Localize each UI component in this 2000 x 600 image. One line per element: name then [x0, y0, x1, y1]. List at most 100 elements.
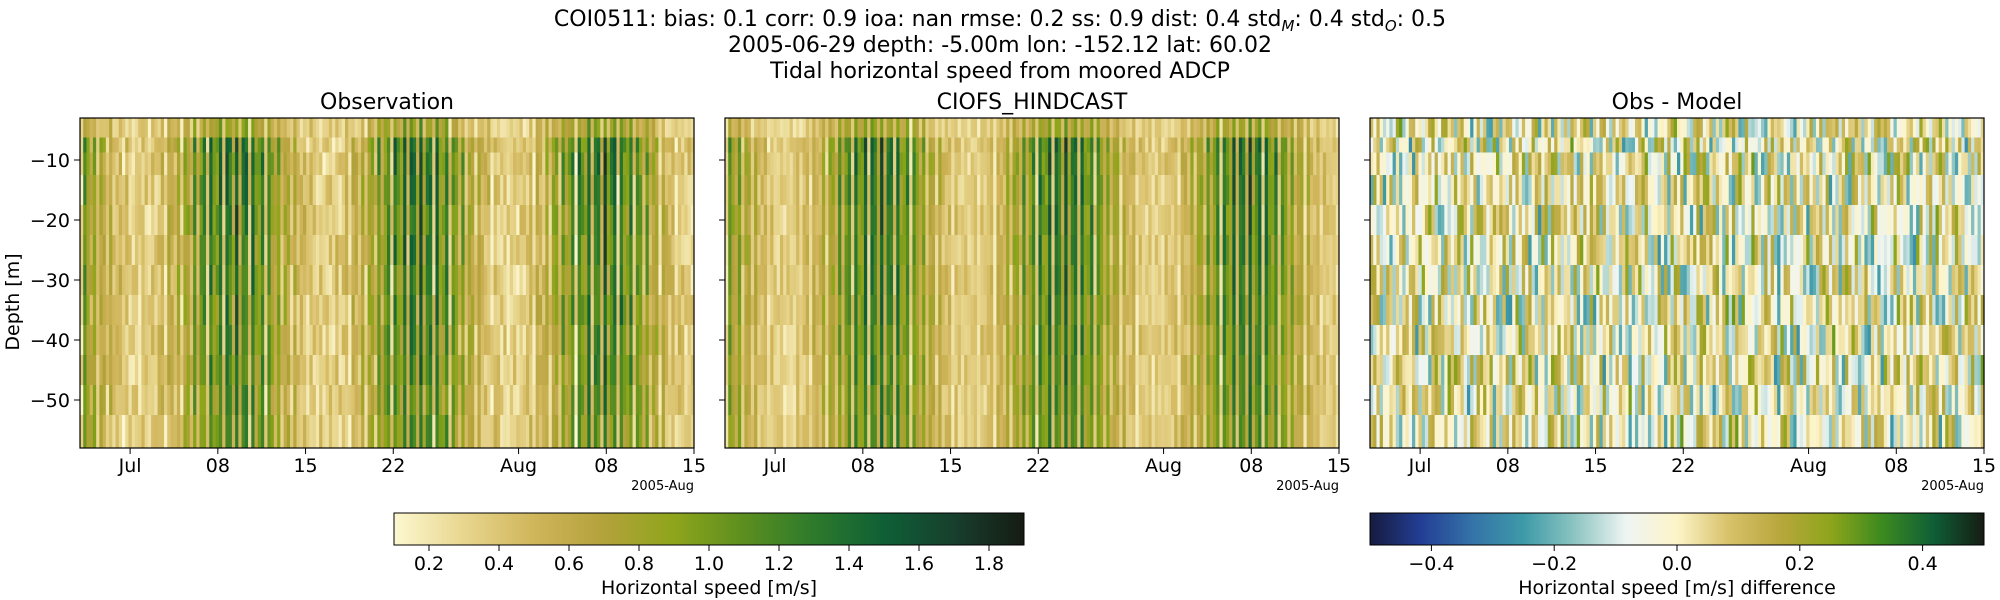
heatmap-cell — [535, 175, 540, 206]
heatmap-cell — [902, 175, 907, 206]
heatmap-cell — [577, 205, 582, 236]
heatmap-cell — [1002, 175, 1007, 206]
heatmap-cell — [80, 175, 84, 206]
heatmap-cell — [1290, 235, 1295, 266]
heatmap-cell — [260, 385, 265, 416]
heatmap-cell — [422, 355, 427, 386]
heatmap-cell — [315, 235, 320, 266]
heatmap-cell — [1061, 415, 1065, 449]
heatmap-cell — [302, 325, 307, 356]
heatmap-cell — [902, 137, 907, 153]
heatmap-cell — [1174, 265, 1179, 296]
heatmap-cell — [403, 295, 407, 326]
heatmap-cell — [186, 415, 191, 449]
heatmap-cell — [863, 205, 868, 236]
heatmap-cell — [973, 205, 978, 236]
heatmap-cell — [532, 175, 537, 206]
heatmap-cell — [818, 137, 823, 153]
heatmap-cell — [1229, 118, 1233, 138]
heatmap-cell — [454, 175, 459, 206]
heatmap-cell — [1447, 118, 1452, 138]
heatmap-cell — [577, 137, 582, 153]
heatmap-cell — [542, 137, 546, 153]
heatmap-cell — [645, 235, 650, 266]
heatmap-cell — [296, 385, 301, 416]
heatmap-cell — [674, 385, 679, 416]
heatmap-cell — [1300, 355, 1305, 386]
heatmap-cell — [396, 175, 401, 206]
heatmap-cell — [1326, 137, 1330, 153]
heatmap-cell — [1229, 175, 1233, 206]
heatmap-cell — [1370, 175, 1374, 206]
heatmap-cell — [645, 325, 650, 356]
heatmap-cell — [622, 325, 627, 356]
heatmap-cell — [134, 325, 139, 356]
heatmap-cell — [1424, 235, 1429, 266]
heatmap-cell — [980, 118, 985, 138]
heatmap-cell — [322, 355, 327, 386]
heatmap-cell — [1222, 325, 1227, 356]
heatmap-cell — [312, 152, 317, 176]
heatmap-cell — [760, 235, 765, 266]
heatmap-cell — [725, 175, 729, 206]
heatmap-cell — [613, 137, 618, 153]
heatmap-cell — [796, 355, 800, 386]
heatmap-cell — [215, 295, 220, 326]
heatmap-cell — [1225, 265, 1230, 296]
heatmap-cell — [474, 415, 479, 449]
heatmap-cell — [361, 205, 365, 236]
heatmap-cell — [112, 235, 117, 266]
heatmap-cell — [374, 355, 378, 386]
heatmap-cell — [792, 118, 797, 138]
heatmap-cell — [812, 137, 817, 153]
heatmap-cell — [773, 137, 778, 153]
heatmap-cell — [734, 295, 739, 326]
heatmap-cell — [441, 325, 446, 356]
heatmap-cell — [122, 355, 126, 386]
heatmap-cell — [483, 118, 488, 138]
heatmap-cell — [1167, 355, 1172, 386]
heatmap-cell — [1083, 415, 1088, 449]
heatmap-cell — [471, 415, 475, 449]
heatmap-cell — [341, 265, 346, 296]
heatmap-cell — [209, 325, 214, 356]
heatmap-cell — [1099, 175, 1104, 206]
heatmap-cell — [248, 415, 252, 449]
heatmap-cell — [1183, 235, 1188, 266]
heatmap-cell — [1200, 415, 1204, 449]
heatmap-cell — [131, 325, 136, 356]
heatmap-cell — [1431, 265, 1436, 296]
heatmap-cell — [1015, 205, 1020, 236]
heatmap-cell — [154, 325, 159, 356]
heatmap-cell — [648, 415, 653, 449]
heatmap-cell — [1290, 118, 1295, 138]
heatmap-cell — [1332, 137, 1337, 153]
heatmap-cell — [196, 175, 201, 206]
heatmap-cell — [351, 355, 356, 386]
heatmap-cell — [1090, 137, 1094, 153]
heatmap-cell — [789, 325, 794, 356]
heatmap-cell — [474, 355, 479, 386]
heatmap-cell — [902, 415, 907, 449]
heatmap-cell — [1245, 152, 1250, 176]
heatmap-cell — [860, 175, 865, 206]
heatmap-cell — [574, 385, 579, 416]
heatmap-cell — [277, 325, 281, 356]
heatmap-cell — [454, 355, 459, 386]
heatmap-cell — [1274, 295, 1279, 326]
heatmap-cell — [538, 325, 543, 356]
heatmap-cell — [925, 137, 930, 153]
heatmap-cell — [412, 205, 417, 236]
heatmap-cell — [147, 265, 152, 296]
heatmap-cell — [844, 118, 849, 138]
heatmap-cell — [960, 355, 965, 386]
heatmap-cell — [687, 205, 692, 236]
heatmap-cell — [260, 265, 265, 296]
heatmap-cell — [1421, 205, 1426, 236]
heatmap-cell — [870, 415, 875, 449]
heatmap-cell — [1145, 137, 1149, 153]
heatmap-cell — [225, 385, 230, 416]
heatmap-cell — [954, 235, 959, 266]
heatmap-cell — [241, 235, 246, 266]
heatmap-cell — [1326, 415, 1330, 449]
